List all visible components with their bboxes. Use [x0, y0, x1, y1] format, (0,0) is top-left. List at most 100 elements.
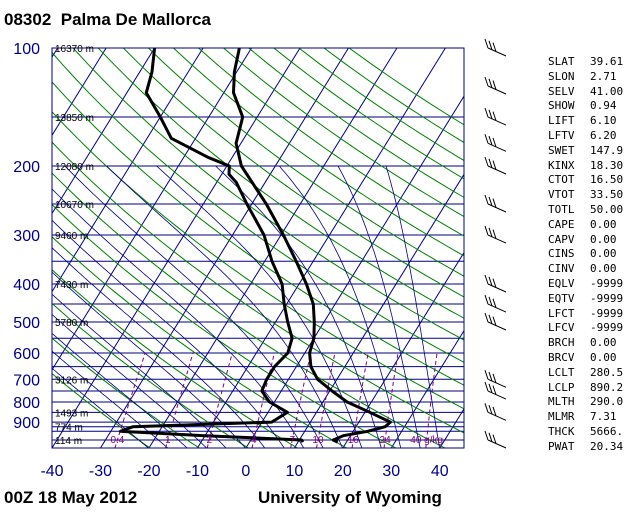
pressure-tick-label: 700	[13, 372, 40, 389]
index-row: CINS 0.00	[548, 247, 638, 262]
wind-barb-feather	[484, 294, 489, 305]
dry-adiabat	[52, 372, 151, 448]
mixing-ratio-label: 7	[289, 435, 295, 446]
wind-barb-staff	[487, 116, 507, 126]
wind-barb-feather	[492, 373, 497, 384]
wind-barb-feather	[488, 109, 493, 119]
index-value: 20.34	[590, 439, 624, 453]
moist-adiabat	[156, 165, 363, 448]
wind-barb-feather	[492, 298, 497, 308]
index-row: SLAT 39.61	[548, 55, 638, 70]
pressure-tick-label: 900	[13, 415, 40, 432]
index-row: CAPE 0.00	[548, 218, 638, 233]
wind-barb-staff	[487, 378, 507, 388]
pressure-tick-label: 100	[13, 41, 40, 58]
index-value: -9999	[590, 276, 624, 290]
wind-barb-feather	[488, 196, 493, 206]
temperature-tick-label: -20	[137, 463, 160, 480]
index-value: 0.00	[590, 232, 617, 246]
wind-barb-feather	[484, 225, 489, 236]
index-row: LFTV 6.20	[548, 129, 638, 144]
index-row: SELV 41.00	[548, 85, 638, 100]
dry-adiabat	[148, 48, 464, 277]
wind-barb-staff	[487, 303, 507, 313]
moist-adiabat	[337, 165, 421, 448]
index-value: 50.00	[590, 202, 624, 216]
isotherm-line	[52, 48, 301, 448]
wind-barb	[484, 134, 507, 152]
dry-adiabat	[52, 337, 200, 448]
observation-time: 00Z 18 May 2012	[4, 488, 138, 507]
moist-adiabat	[52, 367, 150, 448]
dry-adiabat	[52, 269, 299, 448]
index-value: 290.0	[590, 395, 624, 409]
height-label: 1493 m	[55, 408, 88, 419]
moist-adiabat	[52, 350, 169, 448]
height-label: 7430 m	[55, 280, 88, 291]
wind-barb-feather	[484, 403, 489, 413]
index-label: BRCH	[548, 336, 575, 350]
wind-barb-feather	[488, 135, 493, 146]
temperature-tick-label: 20	[334, 463, 352, 480]
mixing-ratio-label: 10	[312, 435, 324, 446]
index-row: LFCT -9999	[548, 307, 638, 322]
index-label: CAPE	[548, 217, 575, 231]
moist-adiabat	[52, 332, 188, 448]
height-label: 12080 m	[55, 162, 94, 173]
index-label: KINX	[548, 158, 575, 172]
wind-barb	[484, 294, 507, 313]
index-label: PWAT	[548, 439, 575, 453]
height-label: 774 m	[55, 423, 83, 434]
index-value: 280.5	[590, 365, 624, 379]
index-row: CTOT 16.50	[548, 173, 638, 188]
wind-barb-feather	[484, 134, 489, 144]
wind-barb-feather	[488, 404, 493, 415]
mixing-ratio-line	[383, 352, 399, 448]
index-value: 6.10	[590, 114, 617, 128]
mixing-ratio-label: 1	[165, 435, 171, 446]
dry-adiabat	[52, 203, 397, 448]
data-source: University of Wyoming	[258, 488, 442, 507]
index-value: 41.00	[590, 84, 624, 98]
isotherm-line	[0, 48, 9, 448]
index-row: SHOW 0.94	[548, 99, 638, 114]
index-row: CAPV 0.00	[548, 233, 638, 248]
index-label: MLTH	[548, 395, 575, 409]
wind-barb-feather	[492, 160, 497, 170]
index-value: -9999	[590, 291, 624, 305]
index-label: LFCT	[548, 306, 575, 320]
index-label: THCK	[548, 424, 575, 438]
dry-adiabat	[97, 48, 464, 319]
isotherm-line	[196, 48, 446, 448]
dry-adiabat	[52, 81, 464, 386]
temperature-tick-label: 10	[285, 463, 303, 480]
index-value: 16.50	[590, 173, 624, 187]
dry-adiabat	[52, 111, 464, 410]
index-row: VTOT 33.50	[548, 188, 638, 203]
wind-barb-feather	[484, 76, 489, 87]
index-label: LIFT	[548, 114, 575, 128]
index-row: LFCV -9999	[548, 321, 638, 336]
mixing-ratio-label: 24	[380, 435, 392, 446]
index-value: 890.2	[590, 380, 624, 394]
wind-barb-feather	[484, 156, 489, 167]
wind-barb	[484, 312, 507, 331]
index-row: KINX 18.30	[548, 159, 638, 174]
pressure-tick-label: 200	[13, 159, 40, 176]
isotherm-line	[99, 48, 349, 448]
index-value: 5666.	[590, 424, 624, 438]
wind-barb-feather	[484, 194, 489, 205]
index-value: 6.20	[590, 128, 617, 142]
index-value: 2.71	[590, 69, 617, 83]
wind-barb-feather	[492, 316, 497, 326]
index-label: SWET	[548, 143, 575, 157]
station-id: 08302	[4, 10, 52, 29]
wind-barb-feather	[488, 314, 493, 324]
temperature-tick-label: 0	[241, 463, 250, 480]
moist-adiabat	[278, 165, 402, 448]
temperature-tick-label: 40	[431, 463, 449, 480]
wind-barb	[484, 430, 507, 449]
mixing-ratio-label: 4	[251, 435, 257, 446]
wind-barb-feather	[492, 80, 497, 90]
mixing-ratio-line	[316, 352, 336, 448]
